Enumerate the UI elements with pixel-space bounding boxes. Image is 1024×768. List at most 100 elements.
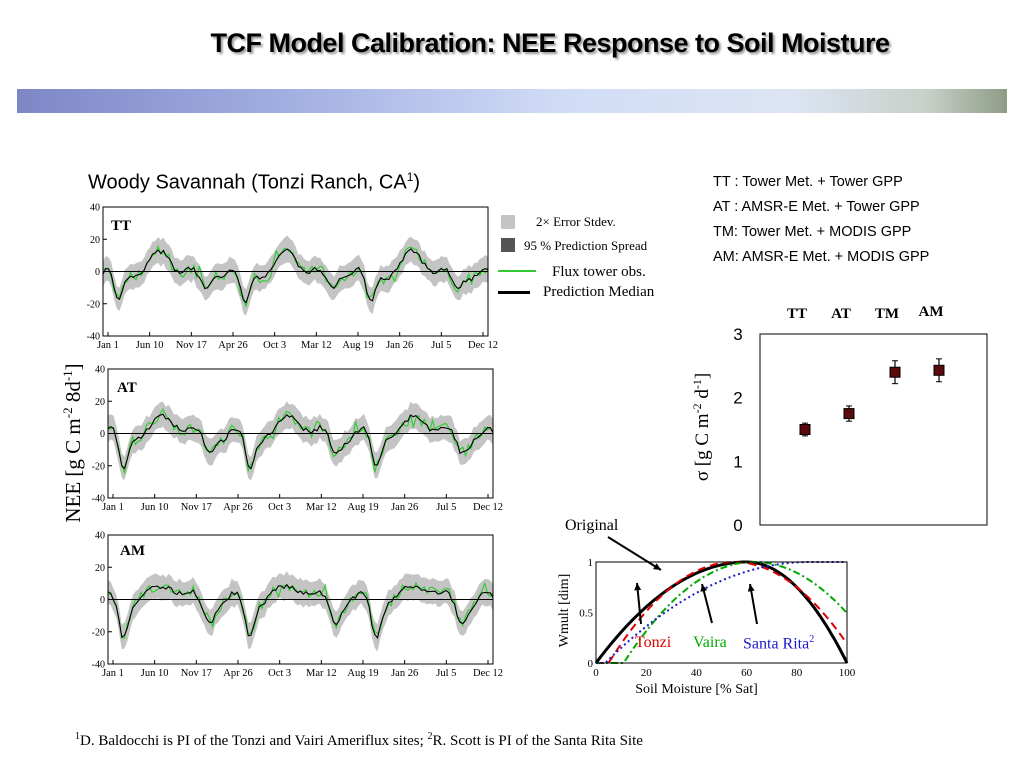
wmult-frame xyxy=(595,561,848,664)
x-tick-label: Jul 5 xyxy=(436,502,456,513)
error-swatch xyxy=(501,215,515,229)
sigma-category-label: TM xyxy=(875,306,899,322)
wmult-y-tick-label: 1 xyxy=(588,557,594,569)
prediction-band xyxy=(103,235,488,316)
panel-label: TT xyxy=(111,218,131,234)
nee-panel-at xyxy=(107,368,494,499)
y-tick-label: 40 xyxy=(95,365,105,376)
slide-title: TCF Model Calibration: NEE Response to S… xyxy=(210,28,890,58)
y-tick-label: 20 xyxy=(95,397,105,408)
wmult-curve-original xyxy=(594,560,849,664)
nee-panel-am xyxy=(107,534,494,665)
arrow-vaira-head xyxy=(700,584,708,592)
x-tick-label: Jan 1 xyxy=(102,668,124,679)
sigma-category-label: AM xyxy=(919,304,944,320)
median-swatch xyxy=(498,291,530,294)
config-legend: TT : Tower Met. + Tower GPP AT : AMSR-E … xyxy=(713,170,929,270)
arrow-original-head xyxy=(653,563,661,570)
y-tick-label: -20 xyxy=(92,461,105,472)
y-tick-label: 0 xyxy=(95,267,100,278)
wmult-chart xyxy=(594,536,849,664)
wmult-x-tick-label: 20 xyxy=(641,667,653,679)
x-tick-label: Jul 5 xyxy=(436,668,456,679)
wmult-curve-tonzi xyxy=(596,561,848,664)
median-series-line xyxy=(107,413,494,470)
x-tick-label: Nov 17 xyxy=(181,502,212,513)
subtitle-text: Woody Savannah (Tonzi Ranch, CA xyxy=(88,171,407,194)
prediction-band xyxy=(108,571,493,652)
x-tick-label: Jun 10 xyxy=(141,668,169,679)
x-tick-label: Jun 10 xyxy=(136,340,164,351)
nee-panel-tt xyxy=(102,206,489,337)
x-tick-label: Aug 19 xyxy=(347,502,378,513)
x-tick-label: Apr 26 xyxy=(223,502,252,513)
sigma-point xyxy=(843,408,855,420)
chart-subtitle: Woody Savannah (Tonzi Ranch, CA1) xyxy=(88,170,421,194)
y-tick-label: 0 xyxy=(100,595,105,606)
y-tick-label: 40 xyxy=(95,531,105,542)
annotation-original: Original xyxy=(565,517,619,534)
x-tick-label: Oct 3 xyxy=(263,340,286,351)
x-tick-label: Dec 12 xyxy=(473,668,503,679)
config-am: AM: AMSR-E Met. + MODIS GPP xyxy=(713,249,930,265)
config-tm: TM: Tower Met. + MODIS GPP xyxy=(713,224,912,240)
median-series-line xyxy=(107,583,494,640)
y-tick-label: -20 xyxy=(92,627,105,638)
label-vaira: Vaira xyxy=(693,634,727,651)
panel-label: AM xyxy=(120,543,145,559)
legend-obs: Flux tower obs. xyxy=(552,264,646,280)
label-santa-rita: Santa Rita2 xyxy=(743,634,815,653)
x-tick-label: Jan 1 xyxy=(102,502,124,513)
title-banner xyxy=(17,89,1007,113)
sigma-chart xyxy=(759,333,988,526)
x-tick-label: Apr 26 xyxy=(218,340,247,351)
x-tick-label: Nov 17 xyxy=(176,340,207,351)
arrow-santa-rita-head xyxy=(747,584,755,592)
x-tick-label: Jan 26 xyxy=(386,340,413,351)
x-tick-label: Jan 26 xyxy=(391,502,418,513)
y-tick-label: 0 xyxy=(100,429,105,440)
x-tick-label: Jul 5 xyxy=(431,340,451,351)
x-tick-label: Aug 19 xyxy=(342,340,373,351)
x-tick-label: Oct 3 xyxy=(268,502,291,513)
wmult-x-tick-label: 80 xyxy=(791,667,803,679)
config-at: AT : AMSR-E Met. + Tower GPP xyxy=(713,199,920,215)
wmult-x-tick-label: 0 xyxy=(593,667,599,679)
prediction-band xyxy=(108,401,493,481)
panel-label: AT xyxy=(117,380,137,396)
legend-spread: 95 % Prediction Spread xyxy=(524,238,648,253)
y-tick-label: 40 xyxy=(90,203,100,214)
config-tt: TT : Tower Met. + Tower GPP xyxy=(713,174,903,190)
arrow-tonzi-head xyxy=(634,583,642,591)
x-tick-label: Oct 3 xyxy=(268,668,291,679)
arrow-original xyxy=(607,536,662,571)
sigma-category-label: AT xyxy=(831,306,851,322)
wmult-y-tick-label: 0 xyxy=(588,658,594,670)
wmult-x-tick-label: 40 xyxy=(691,667,703,679)
x-tick-label: Jun 10 xyxy=(141,502,169,513)
x-tick-label: Aug 19 xyxy=(347,668,378,679)
wmult-curve-vaira xyxy=(596,561,848,664)
x-tick-label: Jan 26 xyxy=(391,668,418,679)
x-tick-label: Mar 12 xyxy=(306,668,337,679)
subtitle-sup: 1 xyxy=(406,170,414,184)
sigma-frame xyxy=(759,333,988,526)
wmult-y-axis-label: Wmult [dim] xyxy=(557,574,572,648)
wmult-y-tick-label: 0.5 xyxy=(579,608,593,620)
x-tick-label: Nov 17 xyxy=(181,668,212,679)
y-tick-label: 20 xyxy=(90,235,100,246)
spread-swatch xyxy=(501,238,515,252)
sigma-y-tick-label: 0 xyxy=(733,516,742,535)
wmult-x-tick-label: 60 xyxy=(741,667,753,679)
legend-error: 2× Error Stdev. xyxy=(536,214,616,229)
y-tick-label: -20 xyxy=(87,299,100,310)
x-tick-label: Mar 12 xyxy=(301,340,332,351)
footnote: 1D. Baldocchi is PI of the Tonzi and Vai… xyxy=(75,731,643,749)
legend-median: Prediction Median xyxy=(543,284,655,300)
wmult-x-axis-label: Soil Moisture [% Sat] xyxy=(635,682,758,697)
x-tick-label: Jan 1 xyxy=(97,340,119,351)
median-series-line xyxy=(102,248,489,304)
y-tick-label: -40 xyxy=(92,660,105,671)
y-tick-label: 20 xyxy=(95,563,105,574)
